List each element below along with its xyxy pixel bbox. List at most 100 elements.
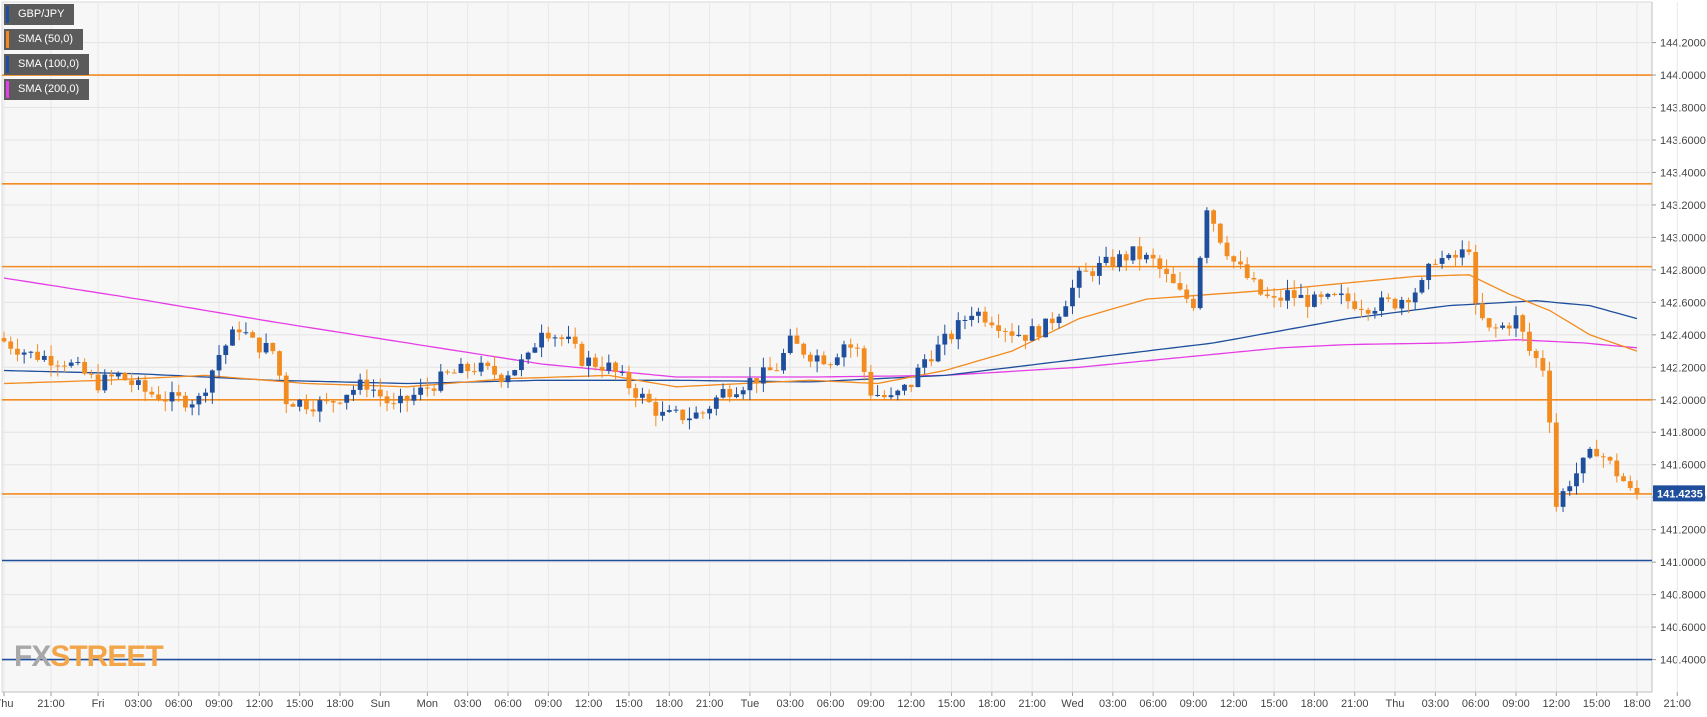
candle-body: [640, 393, 645, 398]
candle: [1036, 324, 1042, 341]
candle: [1540, 350, 1546, 377]
candle-body: [216, 355, 222, 371]
candle: [458, 358, 464, 374]
candle-body: [35, 351, 40, 360]
candle: [1170, 267, 1176, 284]
candle-body: [794, 335, 800, 344]
candle: [633, 383, 639, 408]
candle: [418, 378, 424, 401]
candle-body: [1600, 456, 1606, 458]
candle: [1473, 244, 1479, 315]
legend-item-sma200[interactable]: SMA (200,0): [4, 79, 90, 100]
candle-body: [183, 395, 188, 408]
candle-body: [707, 408, 712, 414]
current-price-tag: [1653, 485, 1705, 502]
x-tick-label: 18:00: [978, 698, 1006, 710]
candle: [431, 384, 437, 397]
candle-body: [660, 411, 665, 416]
candle: [216, 345, 222, 378]
candle-body: [525, 352, 531, 360]
candle: [1103, 246, 1109, 266]
candle-body: [129, 380, 135, 385]
candle: [324, 392, 329, 405]
candle: [834, 353, 840, 367]
candle-body: [351, 389, 356, 395]
candle-body: [243, 332, 249, 334]
candle: [1244, 257, 1250, 280]
candle-body: [868, 371, 874, 396]
candle-body: [330, 401, 336, 403]
x-tick-label: Fri: [92, 698, 105, 710]
candle-body: [1150, 254, 1156, 259]
candle-body: [1056, 316, 1062, 324]
candle: [1043, 318, 1048, 338]
candle: [1123, 250, 1129, 271]
candle: [915, 364, 921, 388]
candle-body: [424, 387, 430, 389]
candle: [109, 370, 114, 386]
candle-body: [606, 362, 612, 371]
candle-body: [297, 399, 303, 407]
candle: [196, 392, 202, 416]
candle-body: [1271, 296, 1277, 298]
sma-50-line: [3, 274, 1638, 388]
candle: [955, 312, 961, 350]
candle-body: [1312, 294, 1317, 307]
candle-body: [855, 347, 860, 349]
candle: [572, 327, 578, 349]
candle: [1338, 284, 1344, 305]
candle: [888, 387, 894, 400]
candle-body: [1365, 309, 1371, 314]
candle-body: [727, 389, 733, 398]
candle-body: [122, 372, 128, 381]
legend-item-sma100[interactable]: SMA (100,0): [4, 54, 90, 75]
y-tick-label: 143.6000: [1660, 135, 1706, 147]
legend-item-gbpjpy[interactable]: GBP/JPY: [4, 4, 75, 25]
candle-body: [371, 389, 376, 391]
candle-body: [646, 393, 652, 403]
x-tick-label: 06:00: [165, 698, 193, 710]
candle-body: [256, 337, 262, 353]
candle: [875, 385, 880, 397]
candle: [1096, 256, 1102, 285]
candle-body: [1049, 318, 1055, 324]
candle-body: [1217, 223, 1223, 243]
x-tick-label: 06:00: [1462, 698, 1490, 710]
legend-item-sma50[interactable]: SMA (50,0): [4, 29, 84, 50]
candle: [814, 349, 820, 373]
candle-body: [438, 371, 444, 391]
candle: [183, 392, 188, 412]
x-tick-label: 12:00: [1220, 698, 1248, 710]
x-tick-label: Wed: [1061, 698, 1083, 710]
candle-body: [1224, 242, 1230, 257]
candle: [1023, 334, 1028, 350]
candle: [767, 356, 773, 371]
candle: [472, 362, 477, 376]
candle: [962, 315, 968, 330]
candle-body: [1439, 258, 1445, 264]
candle-body: [1527, 331, 1532, 351]
candle: [1056, 313, 1062, 329]
candle-body: [1594, 448, 1600, 457]
candle-body: [75, 362, 81, 364]
x-tick-label: 18:00: [1623, 698, 1651, 710]
candle-body: [418, 387, 424, 395]
candle-body: [263, 342, 269, 353]
candle-body: [377, 389, 383, 397]
candle: [411, 387, 417, 406]
candle-body: [1607, 457, 1613, 461]
candle: [1224, 235, 1230, 260]
candle: [1157, 255, 1163, 279]
y-tick-label: 141.8000: [1660, 427, 1706, 439]
candle-body: [613, 362, 618, 372]
candle-body: [209, 370, 215, 393]
candle-body: [15, 348, 20, 355]
candle: [1533, 348, 1539, 368]
candle: [55, 360, 61, 377]
candle: [15, 338, 20, 362]
candle-body: [579, 343, 585, 366]
candle-body: [861, 348, 867, 372]
x-tick-label: 21:00: [1341, 698, 1369, 710]
